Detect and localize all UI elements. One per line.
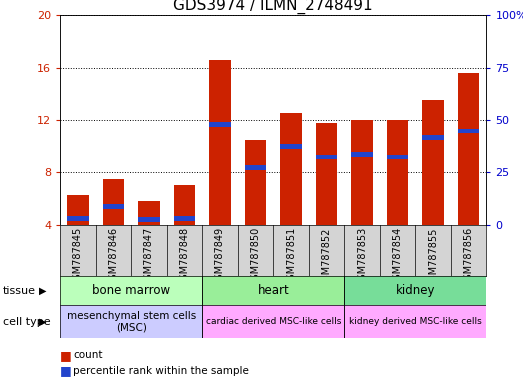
Bar [351, 120, 373, 225]
Text: kidney: kidney [395, 285, 435, 297]
Bar [103, 179, 124, 225]
Bar [280, 144, 302, 149]
Bar [423, 135, 444, 140]
Text: GSM787848: GSM787848 [179, 227, 189, 286]
Text: mesenchymal stem cells
(MSC): mesenchymal stem cells (MSC) [66, 311, 196, 333]
Text: count: count [73, 350, 103, 360]
Bar [245, 140, 266, 225]
Text: ■: ■ [60, 349, 72, 362]
Text: heart: heart [257, 285, 289, 297]
Bar [67, 216, 88, 221]
Text: kidney derived MSC-like cells: kidney derived MSC-like cells [349, 317, 482, 326]
Text: tissue: tissue [3, 286, 36, 296]
Text: cell type: cell type [3, 316, 50, 327]
Bar [103, 204, 124, 209]
Text: GSM787853: GSM787853 [357, 227, 367, 286]
Text: GSM787847: GSM787847 [144, 227, 154, 286]
Bar [316, 122, 337, 225]
Text: cardiac derived MSC-like cells: cardiac derived MSC-like cells [206, 317, 341, 326]
Bar [245, 165, 266, 170]
Bar [458, 129, 479, 133]
Bar [423, 100, 444, 225]
Bar [174, 185, 195, 225]
Bar [280, 113, 302, 225]
Text: GSM787846: GSM787846 [108, 227, 118, 286]
Bar [209, 60, 231, 225]
Bar [351, 152, 373, 157]
Text: ■: ■ [60, 364, 72, 377]
Bar [387, 155, 408, 159]
Text: GSM787851: GSM787851 [286, 227, 296, 286]
Text: GSM787852: GSM787852 [322, 227, 332, 286]
Text: GSM787856: GSM787856 [463, 227, 474, 286]
Text: ▶: ▶ [39, 286, 47, 296]
Text: GSM787854: GSM787854 [393, 227, 403, 286]
Text: GSM787845: GSM787845 [73, 227, 83, 286]
Bar [138, 201, 160, 225]
Text: GSM787850: GSM787850 [251, 227, 260, 286]
Text: ▶: ▶ [39, 316, 47, 327]
Text: GSM787849: GSM787849 [215, 227, 225, 286]
Bar [67, 195, 88, 225]
Text: percentile rank within the sample: percentile rank within the sample [73, 366, 249, 376]
Bar [174, 216, 195, 221]
Bar [316, 155, 337, 159]
Title: GDS3974 / ILMN_2748491: GDS3974 / ILMN_2748491 [174, 0, 373, 14]
Bar [387, 120, 408, 225]
Bar [138, 217, 160, 222]
Bar [458, 73, 479, 225]
Text: GSM787855: GSM787855 [428, 227, 438, 286]
Text: bone marrow: bone marrow [92, 285, 170, 297]
Bar [209, 122, 231, 127]
